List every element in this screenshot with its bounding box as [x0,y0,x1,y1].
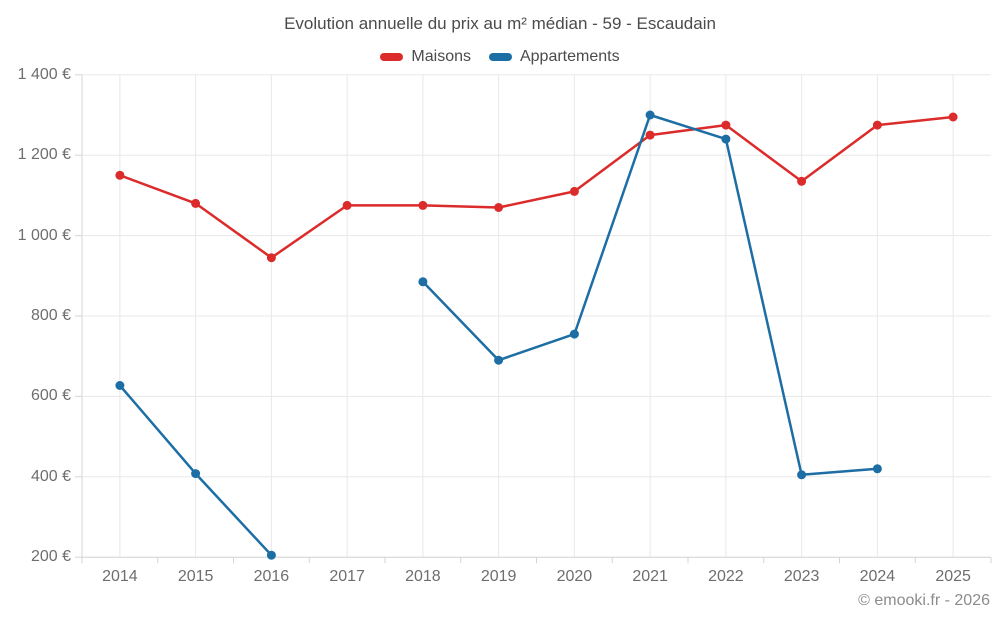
x-tick-label: 2017 [329,568,365,585]
data-point-appartements-2021[interactable] [645,110,655,120]
x-tick-label: 2015 [177,568,214,585]
data-point-appartements-2023[interactable] [797,470,807,480]
x-tick-label: 2021 [632,568,668,585]
data-point-maisons-2014[interactable] [115,170,125,180]
y-tick-label: 400 € [30,467,71,485]
x-tick-label: 2023 [783,568,820,585]
legend-label-maisons: Maisons [411,48,471,65]
data-point-maisons-2020[interactable] [569,186,579,196]
x-axis: 2014 2015 2016 2017 2018 2019 2020 2021 2022 2023… [0,566,1000,588]
data-point-appartements-2019[interactable] [494,355,504,365]
x-tick-label: 2025 [935,568,971,585]
data-point-appartements-2014[interactable] [115,381,125,390]
data-point-appartements-2020[interactable] [569,329,579,339]
chart-legend: Maisons Appartements [0,45,1000,69]
data-point-appartements-2015[interactable] [191,469,201,479]
series-line-maisons [118,115,955,259]
data-point-maisons-2017[interactable] [342,200,352,210]
y-tick-label: 1 000 € [17,226,71,244]
data-point-maisons-2015[interactable] [191,198,201,208]
data-point-maisons-2025[interactable] [948,112,958,122]
x-tick-label: 2019 [480,568,517,585]
x-tick-label: 2024 [859,568,896,585]
x-tick-label: 2016 [253,568,290,585]
data-point-appartements-2018[interactable] [418,277,428,287]
data-point-appartements-2022[interactable] [721,134,731,144]
legend-item-appartements[interactable]: Appartements [488,48,620,66]
y-tick-label: 600 € [30,387,71,405]
y-tick-label: 800 € [30,307,71,324]
data-point-maisons-2022[interactable] [721,120,731,130]
x-tick-label: 2022 [708,568,744,585]
legend-label-appartements: Appartements [519,48,620,65]
legend-item-maisons[interactable]: Maisons [380,48,471,66]
data-point-maisons-2016[interactable] [266,253,276,263]
data-point-appartements-2016[interactable] [266,550,276,560]
x-tick-label: 2020 [556,568,593,585]
data-point-maisons-2019[interactable] [494,203,504,212]
copyright-text: © emooki.fr - 2026 [858,592,990,609]
data-point-maisons-2018[interactable] [418,200,428,210]
y-axis: 200 € 400 € 600 € 800 € 1 000 € 1 200 € 1 400 … [0,0,71,625]
x-tick-label: 2018 [405,568,441,585]
data-point-maisons-2024[interactable] [872,120,882,130]
data-point-maisons-2021[interactable] [645,130,655,140]
appartements-series-swatch-icon [488,53,512,61]
maisons-series-swatch-icon [380,53,404,61]
y-tick-label: 1 400 € [17,65,71,83]
data-point-maisons-2023[interactable] [797,176,807,186]
y-tick-label: 200 € [30,548,71,566]
chart-title: Evolution annuelle du prix au m² médian … [284,14,716,33]
y-tick-label: 1 200 € [17,146,71,164]
data-point-appartements-2024[interactable] [872,464,882,474]
x-tick-label: 2014 [102,568,138,585]
